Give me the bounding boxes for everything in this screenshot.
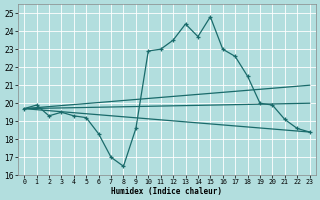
X-axis label: Humidex (Indice chaleur): Humidex (Indice chaleur) (111, 187, 222, 196)
